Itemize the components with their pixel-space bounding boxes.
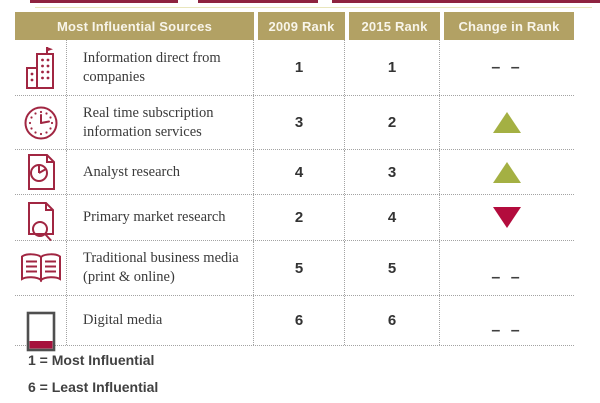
- table-row: Primary market research 2 4 – –: [15, 195, 574, 241]
- change-in-rank-cell: – –: [440, 150, 574, 194]
- source-label: Analyst research: [66, 150, 254, 194]
- rank-2015-value: 1: [345, 40, 440, 95]
- rank-2015-value: 4: [345, 195, 440, 240]
- row-icon-cell: [15, 150, 66, 194]
- faint-rule: [35, 7, 592, 8]
- rank-2009-value: 1: [254, 40, 345, 95]
- table-row: Traditional business media (print & onli…: [15, 241, 574, 296]
- rank-2015-value: 3: [345, 150, 440, 194]
- change-in-rank-cell: – –: [440, 241, 574, 295]
- rank-down-triangle-icon: [493, 207, 521, 228]
- row-icon-cell: [15, 241, 66, 295]
- table-row: Analyst research 4 3 – –: [15, 150, 574, 195]
- rank-up-triangle-icon: [493, 112, 521, 133]
- table-row: Digital media 6 6 – –: [15, 296, 574, 351]
- rank-2015-value: 5: [345, 241, 440, 295]
- source-label: Primary market research: [66, 195, 254, 240]
- rank-2009-value: 3: [254, 96, 345, 149]
- tablet-icon: [26, 311, 55, 351]
- no-change-dashes: – –: [491, 58, 523, 76]
- row-icon-cell: [15, 195, 66, 241]
- change-in-rank-cell: – –: [440, 195, 574, 240]
- legend-least-influential: 6 = Least Influential: [28, 379, 159, 395]
- row-icon-cell: [15, 296, 66, 351]
- rank-2015-value: 6: [345, 296, 440, 345]
- table-body: Information direct from companies 1 1 – …: [15, 40, 574, 351]
- rank-up-triangle-icon: [493, 161, 521, 183]
- pie-chart-document-icon: [27, 154, 55, 190]
- rank-2009-value: 2: [254, 195, 345, 240]
- source-label: Digital media: [66, 296, 254, 345]
- cropped-banner-strip: [30, 0, 600, 3]
- rank-2015-value: 2: [345, 96, 440, 149]
- legend-most-influential: 1 = Most Influential: [28, 352, 155, 368]
- table-header-row: Most Influential Sources 2009 Rank 2015 …: [15, 12, 574, 40]
- clock-icon: [24, 106, 57, 139]
- change-in-rank-cell: – –: [440, 40, 574, 95]
- row-icon-cell: [15, 40, 66, 95]
- source-label: Information direct from companies: [66, 40, 254, 95]
- change-in-rank-cell: – –: [440, 96, 574, 149]
- table-row: Information direct from companies 1 1 – …: [15, 40, 574, 96]
- no-change-dashes: – –: [491, 321, 523, 339]
- rank-2009-value: 6: [254, 296, 345, 345]
- row-icon-cell: [15, 96, 66, 149]
- header-2015-rank: 2015 Rank: [349, 12, 440, 40]
- no-change-dashes: – –: [491, 269, 523, 286]
- header-most-influential-sources: Most Influential Sources: [15, 12, 254, 40]
- rank-legend: 1 = Most Influential 6 = Least Influenti…: [28, 352, 158, 403]
- header-change-in-rank: Change in Rank: [444, 12, 574, 40]
- table-row: Real time subscription information servi…: [15, 96, 574, 150]
- rank-2009-value: 5: [254, 241, 345, 295]
- source-label: Traditional business media (print & onli…: [66, 241, 254, 295]
- open-book-icon: [20, 253, 61, 283]
- building-icon: [25, 46, 54, 89]
- source-label: Real time subscription information servi…: [66, 96, 254, 149]
- header-2009-rank: 2009 Rank: [258, 12, 345, 40]
- rank-2009-value: 4: [254, 150, 345, 194]
- magnifier-document-icon: [27, 201, 54, 241]
- change-in-rank-cell: – –: [440, 296, 574, 345]
